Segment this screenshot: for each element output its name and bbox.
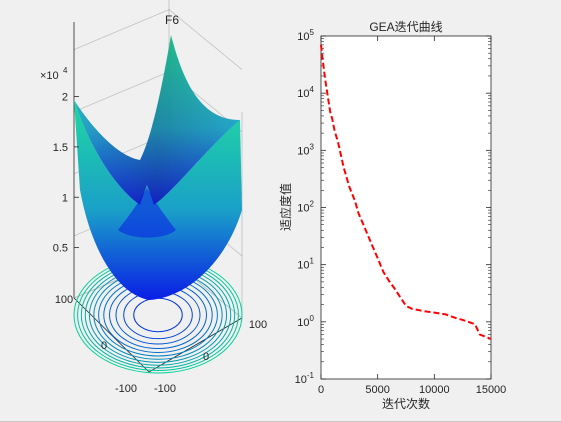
convergence-plot: GEA迭代曲线 105 104 103 102 101 100 10-10 5000 10000… [278,20,506,411]
y-tick-label: 100 [297,314,314,329]
z-tick-label: 2 [62,92,68,104]
contour-ring [133,297,183,333]
box-floor-edge [148,317,243,373]
box-grid-line [73,9,170,50]
curve-axis-ticks: 105 104 103 102 101 100 10-10 5000 10000 15000 [295,28,507,396]
z-exponent-base: ×10 [40,70,59,82]
curve-title: GEA迭代曲线 [369,20,442,34]
z-axis-ticks: 0.5 1 1.5 2 [53,92,79,255]
x-tick-label: 0 [203,351,209,363]
x-tick-label: 0 [318,384,324,396]
x-tick-label: -100 [154,383,176,395]
y-tick-label: 105 [297,28,314,43]
z-exponent-power: 4 [63,66,68,75]
surface-body [74,100,242,300]
surface-shading [74,35,240,205]
surface-mesh [74,35,242,300]
y-tick-label: 102 [297,200,314,215]
x-tick-label: 5000 [365,384,389,396]
x-tick-label: 10000 [419,384,450,396]
surface-title: F6 [165,13,179,27]
y-tick-label: 100 [55,294,73,306]
fitness-curve [320,44,492,340]
box-grid-line [73,71,170,113]
box-grid-line [168,9,243,70]
surface-inner-fold [118,188,176,238]
x-axis-label: 迭代次数 [382,396,430,411]
x-tick-label: 100 [249,319,267,331]
y-tick-label: 10-1 [295,371,315,386]
z-tick-label: 0.5 [53,243,68,255]
y-tick-label: 101 [297,257,314,272]
x-tick-label: 15000 [476,384,507,396]
z-tick-label: 1.5 [53,142,68,154]
y-tick-label: 104 [297,85,314,100]
y-tick-label: 0 [101,340,107,352]
plot-area [320,35,492,380]
y-axis-label: 适应度值 [278,183,293,231]
surface-plot: F6 0.5 1 1.5 2 ×10 4 -100 0 100 -100 0 100 [40,0,267,395]
y-tick-label: 103 [297,142,314,157]
z-tick-label: 1 [62,192,68,204]
y-tick-label: -100 [115,383,137,395]
xy-axis-ticks: -100 0 100 -100 0 100 [55,294,267,395]
curve-series [320,44,492,340]
